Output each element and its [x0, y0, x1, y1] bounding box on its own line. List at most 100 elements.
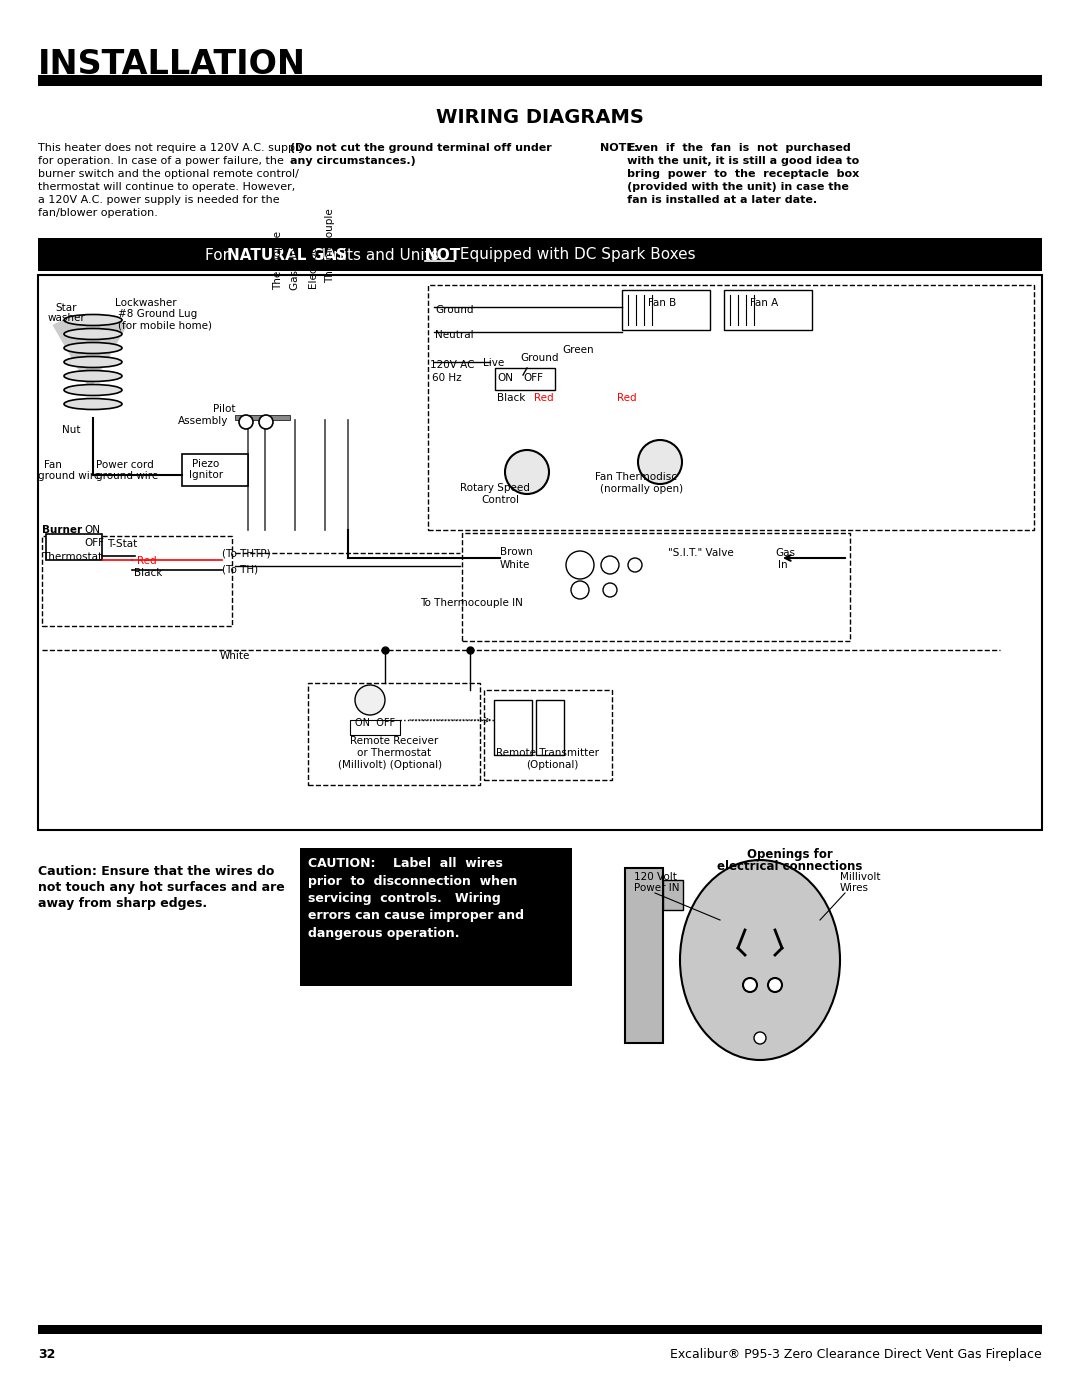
Text: White: White: [220, 651, 251, 661]
Text: White: White: [500, 560, 530, 570]
Text: errors can cause improper and: errors can cause improper and: [308, 909, 524, 922]
Text: Assembly: Assembly: [177, 416, 228, 426]
Text: (for mobile home): (for mobile home): [118, 320, 212, 330]
Text: a 120V A.C. power supply is needed for the: a 120V A.C. power supply is needed for t…: [38, 196, 280, 205]
Circle shape: [505, 450, 549, 495]
Text: Green: Green: [562, 345, 594, 355]
Text: This heater does not require a 120V A.C. supply: This heater does not require a 120V A.C.…: [38, 142, 305, 154]
Text: To Thermocouple IN: To Thermocouple IN: [420, 598, 523, 608]
Bar: [625, 868, 663, 1044]
Text: Remote Receiver: Remote Receiver: [350, 736, 438, 746]
Ellipse shape: [64, 398, 122, 409]
Bar: [350, 719, 400, 735]
Text: Ground: Ground: [519, 353, 558, 363]
Text: Nut: Nut: [62, 425, 81, 434]
Text: Rotary Speed: Rotary Speed: [460, 483, 530, 493]
Text: NOT: NOT: [426, 247, 461, 263]
Text: fan is installed at a later date.: fan is installed at a later date.: [600, 196, 818, 205]
Text: OFF: OFF: [523, 373, 543, 383]
Text: T-Stat: T-Stat: [107, 539, 137, 549]
Bar: [38, 75, 1042, 87]
Text: 120V AC: 120V AC: [430, 360, 474, 370]
Text: WIRING DIAGRAMS: WIRING DIAGRAMS: [436, 108, 644, 127]
Text: bring  power  to  the  receptacle  box: bring power to the receptacle box: [600, 169, 860, 179]
Text: Gas Pilot: Gas Pilot: [291, 244, 300, 291]
Circle shape: [566, 550, 594, 578]
Text: with the unit, it is still a good idea to: with the unit, it is still a good idea t…: [600, 156, 860, 166]
Text: ON: ON: [497, 373, 513, 383]
Text: (Millivolt) (Optional): (Millivolt) (Optional): [338, 760, 442, 770]
Bar: [38, 1324, 1042, 1334]
Text: Units and Units: Units and Units: [318, 247, 444, 263]
Ellipse shape: [64, 370, 122, 381]
Text: prior  to  disconnection  when: prior to disconnection when: [308, 875, 517, 887]
Text: 120 Volt: 120 Volt: [634, 872, 677, 882]
Bar: [428, 285, 1034, 529]
Text: away from sharp edges.: away from sharp edges.: [38, 897, 207, 909]
Text: (Do not cut the ground terminal off under: (Do not cut the ground terminal off unde…: [291, 142, 552, 154]
Text: 60 Hz: 60 Hz: [432, 373, 461, 383]
Text: Thermostat: Thermostat: [42, 552, 103, 562]
Text: servicing  controls.   Wiring: servicing controls. Wiring: [308, 893, 501, 905]
Text: ground wire: ground wire: [38, 471, 100, 481]
Text: Excalibur® P95-3 Zero Clearance Direct Vent Gas Fireplace: Excalibur® P95-3 Zero Clearance Direct V…: [671, 1348, 1042, 1361]
Text: any circumstances.): any circumstances.): [291, 156, 416, 166]
Circle shape: [600, 556, 619, 574]
Circle shape: [754, 1032, 766, 1044]
Text: NATURAL GAS: NATURAL GAS: [227, 247, 347, 263]
Text: or Thermostat: or Thermostat: [356, 747, 431, 759]
Text: Openings for: Openings for: [747, 848, 833, 861]
Ellipse shape: [64, 314, 122, 326]
Bar: [235, 415, 291, 420]
Text: Thermopile: Thermopile: [273, 231, 283, 291]
Text: Fan: Fan: [44, 460, 62, 469]
Text: Power cord: Power cord: [96, 460, 153, 469]
Bar: [300, 848, 572, 986]
Text: Millivolt: Millivolt: [840, 872, 880, 882]
Bar: [663, 880, 683, 909]
Bar: [46, 534, 102, 560]
Text: Fan Thermodisc: Fan Thermodisc: [595, 472, 677, 482]
Text: Ignitor: Ignitor: [189, 469, 224, 481]
Circle shape: [638, 440, 681, 483]
Circle shape: [239, 415, 253, 429]
Text: (To THTP): (To THTP): [222, 549, 271, 559]
Text: (normally open): (normally open): [600, 483, 684, 495]
Text: Fan B: Fan B: [648, 298, 676, 307]
Bar: [622, 291, 710, 330]
Bar: [38, 275, 1042, 830]
Text: In: In: [778, 560, 787, 570]
Text: fan/blower operation.: fan/blower operation.: [38, 208, 158, 218]
Text: thermostat will continue to operate. However,: thermostat will continue to operate. How…: [38, 182, 295, 191]
Text: For: For: [205, 247, 234, 263]
Text: Even  if  the  fan  is  not  purchased: Even if the fan is not purchased: [624, 142, 851, 154]
Text: 32: 32: [38, 1348, 55, 1361]
Bar: [724, 291, 812, 330]
Text: Black: Black: [497, 393, 525, 402]
Bar: [494, 700, 532, 754]
Text: Brown: Brown: [500, 548, 532, 557]
Bar: [536, 700, 564, 754]
Ellipse shape: [64, 356, 122, 367]
Bar: [183, 454, 248, 486]
Text: ON: ON: [84, 525, 100, 535]
Text: for operation. In case of a power failure, the: for operation. In case of a power failur…: [38, 156, 284, 166]
Bar: [42, 536, 232, 626]
Text: Star: Star: [55, 303, 77, 313]
Text: Burner: Burner: [42, 525, 82, 535]
Text: (provided with the unit) in case the: (provided with the unit) in case the: [600, 182, 849, 191]
Text: washer: washer: [48, 313, 85, 323]
Circle shape: [743, 978, 757, 992]
Text: Equipped with DC Spark Boxes: Equipped with DC Spark Boxes: [455, 247, 696, 263]
Bar: [38, 237, 1042, 271]
Circle shape: [768, 978, 782, 992]
Text: Live: Live: [483, 358, 504, 367]
Circle shape: [355, 685, 384, 715]
Text: electrical connections: electrical connections: [717, 861, 863, 873]
Text: Red: Red: [534, 393, 554, 402]
Ellipse shape: [64, 328, 122, 339]
Text: Caution: Ensure that the wires do: Caution: Ensure that the wires do: [38, 865, 274, 877]
Bar: [308, 683, 480, 785]
Text: #8 Ground Lug: #8 Ground Lug: [118, 309, 198, 319]
Text: Red: Red: [617, 393, 636, 402]
